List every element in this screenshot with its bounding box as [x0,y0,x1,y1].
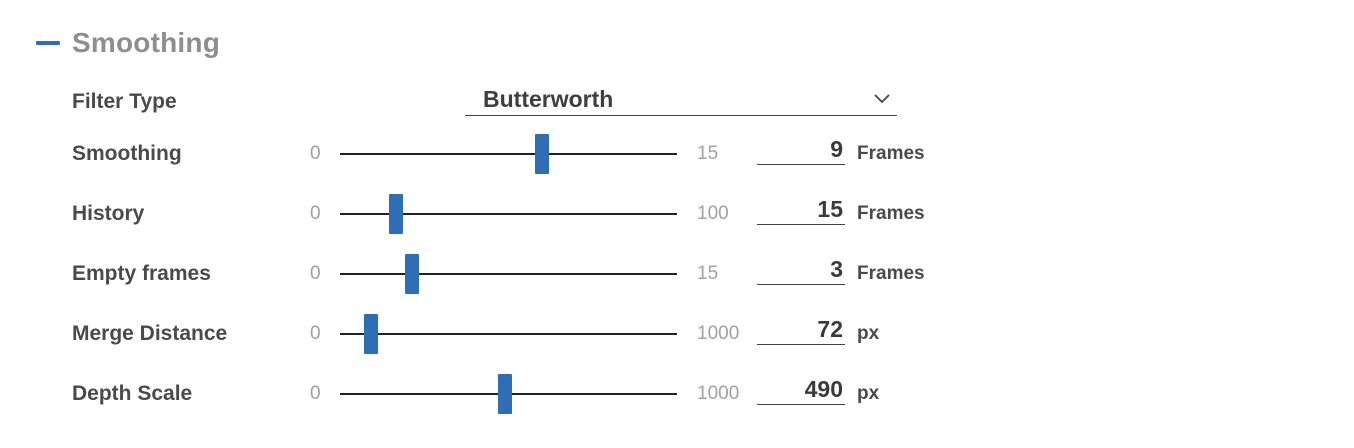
slider-unit: px [857,383,880,404]
section-header[interactable]: Smoothing [36,22,220,64]
slider-max: 100 [697,203,729,224]
slider-min: 0 [310,203,321,224]
slider-unit: px [857,323,880,344]
collapse-minus-icon[interactable] [36,41,60,45]
slider-label: Empty frames [72,262,211,285]
slider-label: Merge Distance [72,322,228,345]
slider-track[interactable] [340,254,677,294]
slider-max: 1000 [697,323,740,344]
slider-max: 1000 [697,383,740,404]
slider-max: 15 [697,143,719,164]
slider-min: 0 [310,383,321,404]
slider-thumb[interactable] [405,254,420,294]
slider-label: Depth Scale [72,382,193,405]
slider-row-smoothing: Smoothing 0 15 9 Frames [0,134,1354,174]
slider-value-input[interactable]: 3 [757,254,845,285]
slider-unit: Frames [857,143,925,164]
slider-track[interactable] [340,194,677,234]
filter-type-select[interactable]: Butterworth [465,84,897,116]
filter-type-value: Butterworth [483,86,614,112]
slider-thumb[interactable] [388,194,403,234]
chevron-down-icon[interactable] [873,92,891,104]
filter-type-label: Filter Type [72,90,177,113]
slider-min: 0 [310,143,321,164]
slider-track[interactable] [340,374,677,414]
slider-row-history: History 0 100 15 Frames [0,194,1354,234]
section-title: Smoothing [72,27,220,58]
slider-thumb[interactable] [364,314,378,354]
slider-track[interactable] [340,314,677,354]
slider-row-merge-distance: Merge Distance 0 1000 72 px [0,314,1354,354]
slider-value-input[interactable]: 72 [757,314,845,345]
slider-min: 0 [310,263,321,284]
slider-max: 15 [697,263,719,284]
slider-unit: Frames [857,263,925,284]
slider-thumb[interactable] [497,374,512,414]
slider-row-depth-scale: Depth Scale 0 1000 490 px [0,374,1354,414]
slider-value-input[interactable]: 490 [757,374,845,405]
slider-row-empty-frames: Empty frames 0 15 3 Frames [0,254,1354,294]
slider-label: Smoothing [72,142,182,165]
slider-unit: Frames [857,203,925,224]
slider-value-input[interactable]: 9 [757,134,845,165]
slider-value-input[interactable]: 15 [757,194,845,225]
slider-track[interactable] [340,134,677,174]
slider-min: 0 [310,323,321,344]
slider-label: History [72,202,145,225]
slider-thumb[interactable] [535,134,550,174]
